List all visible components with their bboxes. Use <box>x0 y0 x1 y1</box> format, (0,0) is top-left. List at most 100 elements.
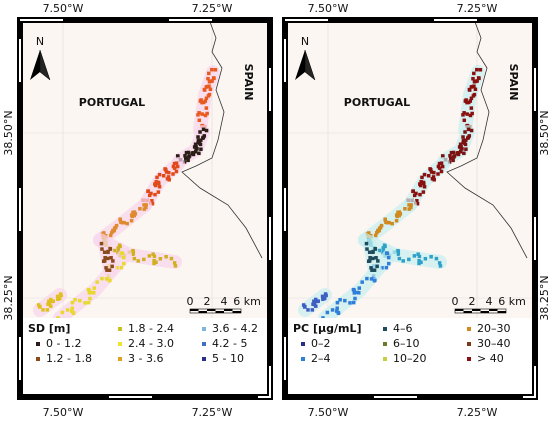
water-pixel <box>420 175 424 180</box>
water-pixel <box>475 67 479 72</box>
water-pixel <box>149 191 153 196</box>
map-panel: N PORTUGAL SPAIN 7.50°W 7.25°W 7.50°W 7.25°W 38… <box>2 2 273 419</box>
water-pixel <box>196 135 200 139</box>
water-pixel <box>478 68 483 72</box>
water-pixel <box>407 203 411 207</box>
water-pixel <box>397 213 401 218</box>
water-pixel <box>197 118 202 123</box>
water-pixel <box>352 291 357 295</box>
water-pixel <box>439 161 444 165</box>
legend-swatch <box>36 357 40 361</box>
longitude-label: 7.25°W <box>457 2 498 15</box>
water-pixel <box>106 250 110 255</box>
water-pixel <box>314 297 318 302</box>
water-pixel <box>355 290 360 295</box>
water-pixel <box>132 210 137 214</box>
legend-swatch <box>467 327 471 331</box>
water-pixel <box>422 185 427 189</box>
water-pixel <box>103 255 107 260</box>
border-line <box>446 21 528 259</box>
water-pixel <box>452 154 457 158</box>
legend-label: 20–30 <box>477 322 511 335</box>
water-pixel <box>311 302 315 306</box>
scale-label: 4 <box>486 295 493 308</box>
legend-swatch <box>467 357 471 361</box>
water-pixel <box>203 113 208 118</box>
water-pixel <box>86 300 91 305</box>
longitude-label: 7.25°W <box>192 406 233 419</box>
latitude-label: 38.50°N <box>2 110 15 155</box>
water-pixel <box>57 296 62 301</box>
water-pixel <box>401 259 405 263</box>
longitude-label: 7.50°W <box>308 406 349 419</box>
water-pixel <box>335 306 339 310</box>
water-pixel <box>183 154 187 158</box>
longitude-label: 7.50°W <box>308 2 349 15</box>
water-pixel <box>423 256 428 261</box>
scale-label: 2 <box>204 295 211 308</box>
water-pixel <box>146 189 150 194</box>
water-pixel <box>65 308 70 312</box>
water-pixel <box>418 182 422 186</box>
water-pixel <box>108 247 112 251</box>
water-pixel <box>335 309 339 313</box>
water-pixel <box>107 278 112 283</box>
water-pixel <box>409 203 413 207</box>
water-pixel <box>117 243 122 248</box>
water-pixel <box>207 71 211 76</box>
water-pixel <box>437 161 442 166</box>
water-pixel <box>457 145 462 149</box>
water-pixel <box>377 228 381 233</box>
water-pixel <box>90 290 95 295</box>
water-pixel <box>431 175 436 179</box>
water-pixel <box>465 112 469 116</box>
water-pixel <box>136 259 140 263</box>
water-pixel <box>367 259 372 263</box>
legend-swatch <box>118 327 122 331</box>
scale-bar <box>215 311 224 313</box>
water-pixel <box>467 134 472 138</box>
legend-label: 4.2 - 5 <box>212 337 247 350</box>
water-pixel <box>371 256 375 261</box>
latitude-label: 38.50°N <box>538 110 550 155</box>
latitude-label: 38.25°N <box>538 275 550 320</box>
water-pixel <box>462 118 467 123</box>
water-pixel <box>119 220 123 224</box>
country-label: SPAIN <box>507 64 520 101</box>
water-pixel <box>156 190 161 194</box>
water-pixel <box>466 127 471 132</box>
water-pixel <box>46 302 50 306</box>
water-pixel <box>351 287 356 292</box>
water-pixel <box>131 252 135 256</box>
water-pixel <box>86 287 91 292</box>
scale-label: 0 <box>187 295 194 308</box>
water-pixel <box>197 111 201 115</box>
water-pixel <box>71 311 76 315</box>
scale-bar <box>489 309 498 311</box>
water-pixel <box>325 310 330 315</box>
map-frame-ticks <box>284 19 536 398</box>
water-pixel <box>152 254 157 259</box>
water-pixel <box>448 156 453 160</box>
scale-label: 0 <box>452 295 459 308</box>
water-pixel <box>396 252 400 256</box>
water-pixel <box>436 164 441 169</box>
water-pixel <box>116 246 120 250</box>
water-pixel <box>384 265 389 270</box>
water-pixel <box>154 180 158 184</box>
water-pixel <box>169 256 174 261</box>
water-pixel <box>426 174 431 178</box>
water-pixel <box>338 298 342 302</box>
water-pixel <box>202 134 207 138</box>
water-pixel <box>372 278 377 283</box>
water-pixel <box>187 154 192 158</box>
water-pixel <box>183 156 188 160</box>
scale-bar <box>198 311 207 313</box>
water-pixel <box>199 147 203 151</box>
legend-label: 0 - 1.2 <box>46 337 81 350</box>
legend-label: 6–10 <box>393 337 420 350</box>
water-pixel <box>374 256 378 260</box>
water-pixel <box>191 150 195 155</box>
water-pixel <box>138 207 142 211</box>
water-pixel <box>60 310 65 315</box>
